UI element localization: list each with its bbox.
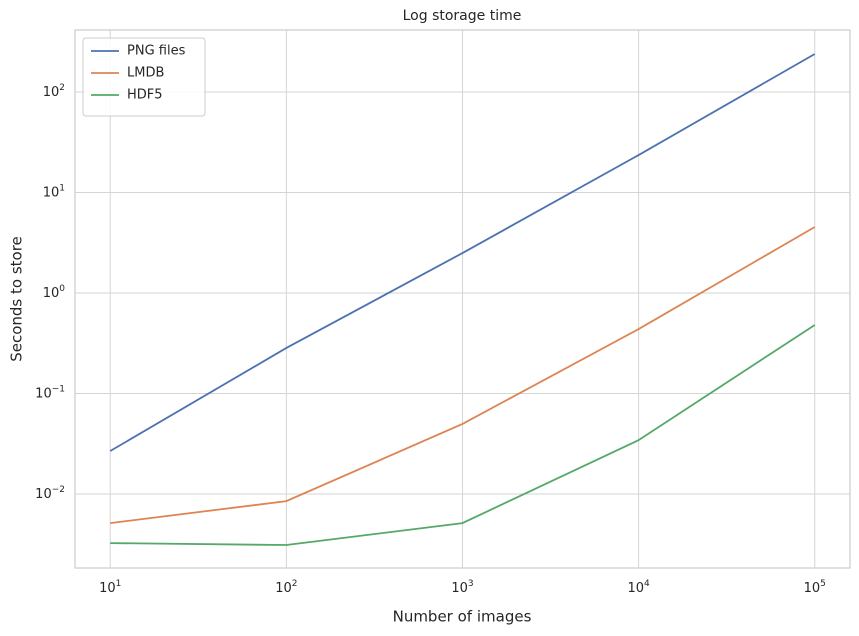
y-tick-label: 102 (43, 83, 65, 100)
series-line (109, 53, 816, 452)
legend: PNG files LMDB HDF5 (82, 37, 206, 117)
y-tick-label: 101 (43, 183, 65, 200)
x-tick-label: 102 (275, 579, 297, 596)
legend-label: PNG files (127, 44, 186, 59)
legend-label: LMDB (127, 66, 164, 81)
y-axis-label: Seconds to store (8, 236, 26, 362)
series-line (110, 324, 816, 546)
x-tick-label: 101 (99, 579, 121, 596)
x-tick-label: 103 (451, 579, 473, 596)
legend-box (82, 37, 206, 117)
x-tick-label: 105 (804, 579, 826, 596)
chart-title: Log storage time (403, 8, 522, 24)
x-axis-label: Number of images (393, 608, 532, 626)
series-line (110, 226, 816, 524)
y-tick-label: 10−1 (35, 384, 65, 401)
x-tick-label: 104 (627, 579, 650, 596)
y-tick-label: 100 (43, 284, 66, 301)
legend-label: HDF5 (127, 88, 163, 103)
y-tick-label: 10−2 (35, 485, 65, 502)
plot-frame (74, 29, 851, 569)
